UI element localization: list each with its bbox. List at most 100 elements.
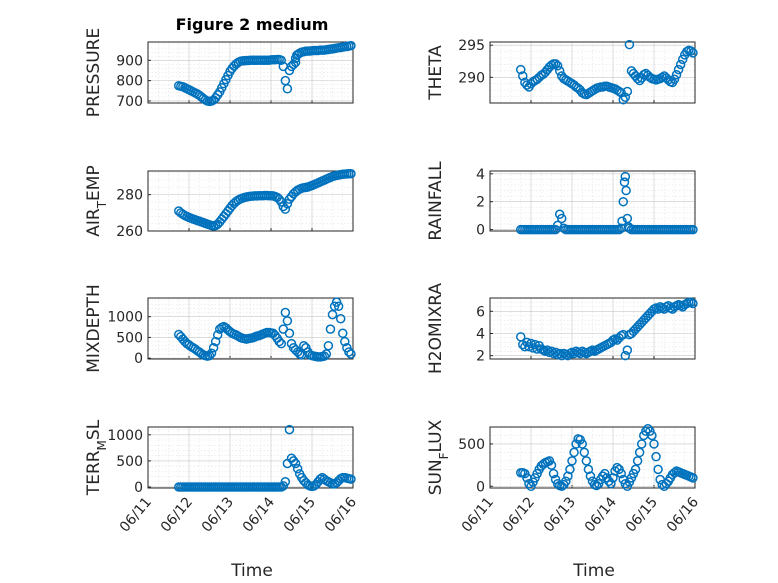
data-point bbox=[518, 71, 528, 81]
y-tick-label: 500 bbox=[116, 454, 143, 470]
data-point bbox=[204, 350, 215, 361]
x-tick-label: 06/16 bbox=[322, 494, 360, 535]
y-tick-label: 0 bbox=[476, 223, 485, 239]
plot-border bbox=[147, 297, 354, 360]
data-point bbox=[585, 471, 596, 481]
data-point bbox=[346, 168, 356, 179]
data-point bbox=[280, 307, 291, 318]
data-point bbox=[657, 72, 667, 83]
data-point bbox=[288, 456, 299, 466]
data-point bbox=[688, 224, 698, 235]
data-point bbox=[620, 92, 631, 102]
y-axis-label: TERRMSL bbox=[84, 419, 109, 496]
x-tick-label: 06/13 bbox=[199, 494, 237, 535]
data-point bbox=[647, 430, 657, 441]
y-tick-label: 0 bbox=[134, 351, 143, 367]
data-point bbox=[639, 69, 649, 80]
data-point bbox=[675, 59, 686, 70]
data-point bbox=[671, 69, 682, 80]
y-axis-label: THETA bbox=[426, 45, 446, 101]
data-point bbox=[284, 424, 295, 435]
data-point bbox=[554, 66, 565, 76]
data-point bbox=[288, 59, 299, 70]
data-point bbox=[284, 328, 295, 339]
data-point bbox=[327, 309, 338, 320]
subplot-sun-flux: 06/11 06/12 06/13 06/14 06/15 06/16 0 500 SUNFLU… bbox=[426, 419, 702, 535]
data-point bbox=[618, 196, 628, 207]
y-tick-label: 4 bbox=[476, 326, 485, 342]
data-point bbox=[333, 301, 344, 312]
data-point bbox=[552, 61, 563, 71]
data-point bbox=[550, 59, 561, 69]
data-point bbox=[579, 447, 590, 458]
data-point bbox=[673, 64, 684, 75]
data-point bbox=[276, 55, 286, 66]
data-point bbox=[276, 197, 286, 207]
y-tick-label: 2 bbox=[476, 349, 485, 365]
y-axis-label: SUNFLUX bbox=[426, 419, 451, 495]
data-point bbox=[290, 458, 301, 469]
data-point bbox=[630, 464, 641, 475]
data-point bbox=[208, 343, 219, 353]
data-point bbox=[620, 350, 631, 361]
data-point bbox=[546, 60, 557, 70]
data-point bbox=[319, 351, 330, 361]
subplot-terr-msl: 06/11 06/12 06/13 06/14 06/15 06/16 0 500 1000TE… bbox=[84, 419, 360, 535]
data-point bbox=[624, 39, 635, 50]
data-point bbox=[561, 476, 571, 486]
data-point bbox=[335, 313, 346, 324]
plot-border bbox=[147, 41, 354, 104]
data-point bbox=[338, 328, 348, 339]
y-tick-label: 1000 bbox=[107, 310, 143, 326]
data-point bbox=[622, 86, 633, 97]
y-tick-label: 295 bbox=[458, 38, 485, 54]
subplot-theta: 290 295 THETA bbox=[426, 38, 698, 105]
y-tick-label: 700 bbox=[116, 94, 143, 110]
data-point bbox=[651, 451, 661, 462]
y-tick-label: 6 bbox=[476, 304, 485, 320]
y-axis-label: H2OMIXRA bbox=[426, 283, 446, 374]
data-point bbox=[346, 40, 356, 51]
subplot-h2omixra: 2 4 6 H2OMIXRA bbox=[426, 283, 698, 374]
data-point bbox=[565, 464, 575, 475]
data-point bbox=[344, 347, 354, 357]
data-point bbox=[617, 216, 627, 226]
data-point bbox=[315, 474, 325, 484]
data-point bbox=[577, 439, 587, 449]
figure-title: Figure 2 medium bbox=[176, 15, 329, 34]
data-point bbox=[614, 224, 624, 235]
data-point bbox=[618, 95, 628, 105]
data-point bbox=[280, 476, 291, 487]
data-point bbox=[516, 64, 526, 75]
data-point bbox=[346, 349, 356, 359]
data-point bbox=[606, 479, 616, 489]
data-point bbox=[557, 213, 567, 224]
y-tick-label: 2 bbox=[476, 195, 485, 211]
data-point bbox=[276, 338, 286, 349]
y-tick-label: 500 bbox=[116, 330, 143, 346]
data-point bbox=[292, 463, 303, 474]
data-point bbox=[688, 298, 698, 309]
x-tick-label: 06/14 bbox=[582, 494, 620, 535]
y-axis-label: MIXDEPTH bbox=[84, 284, 104, 373]
y-tick-label: 800 bbox=[116, 74, 143, 90]
x-tick-label: 06/15 bbox=[281, 494, 319, 535]
x-tick-label: 06/12 bbox=[500, 494, 538, 535]
data-point bbox=[569, 447, 579, 458]
y-tick-label: 1000 bbox=[107, 428, 143, 444]
data-point bbox=[643, 423, 653, 434]
data-point bbox=[274, 336, 284, 347]
data-point bbox=[546, 460, 557, 470]
data-point bbox=[688, 473, 698, 483]
data-point bbox=[616, 468, 626, 479]
x-tick-label: 06/12 bbox=[158, 494, 196, 535]
y-tick-label: 500 bbox=[458, 437, 485, 453]
data-point bbox=[282, 198, 293, 209]
data-point bbox=[653, 464, 663, 475]
x-tick-label: 06/16 bbox=[664, 494, 702, 535]
plot-border bbox=[489, 297, 696, 360]
data-point bbox=[682, 46, 692, 57]
